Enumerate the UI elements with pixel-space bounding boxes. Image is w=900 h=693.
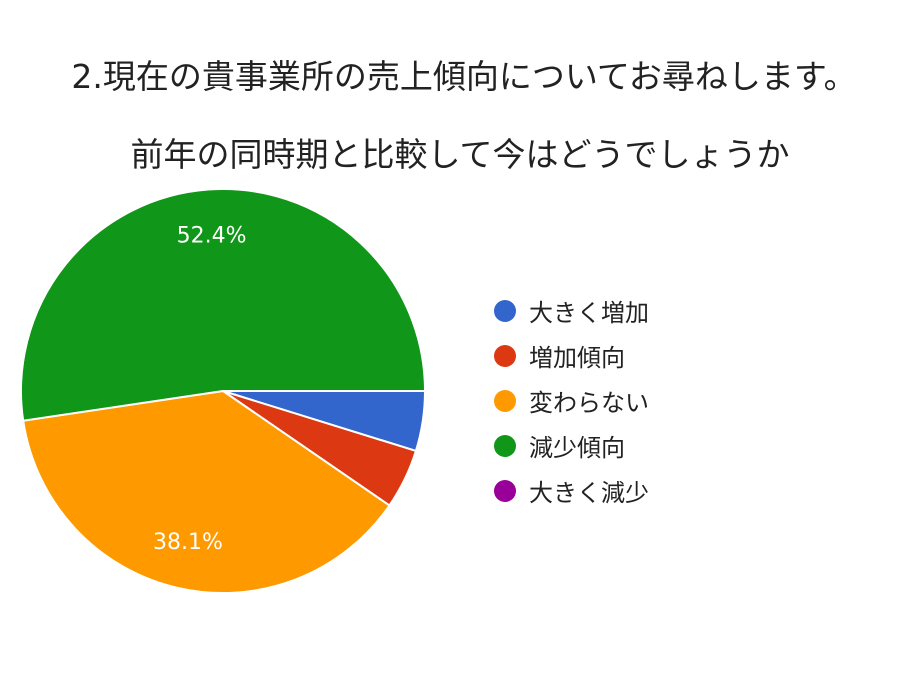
slice-data-label: 52.4% <box>177 223 247 248</box>
legend-item: 増加傾向 <box>494 333 649 378</box>
legend-label: 減少傾向 <box>529 434 625 462</box>
legend-swatch <box>494 344 516 367</box>
legend-label: 変わらない <box>529 389 649 417</box>
pie-slice <box>22 389 391 594</box>
chart-title-line2: 前年の同時期と比較して今はどうでしょうか <box>130 135 790 174</box>
legend-label: 増加傾向 <box>529 344 625 372</box>
legend-label: 大きく減少 <box>529 479 649 507</box>
legend-swatch <box>494 434 516 457</box>
chart-legend: 大きく増加 増加傾向 変わらない 減少傾向 大きく減少 <box>494 288 649 513</box>
legend-item: 減少傾向 <box>494 423 649 468</box>
legend-swatch <box>494 479 516 502</box>
pie-slice <box>20 188 427 422</box>
slice-data-label: 38.1% <box>153 530 223 555</box>
legend-swatch <box>494 389 516 412</box>
legend-item: 変わらない <box>494 378 649 423</box>
legend-label: 大きく増加 <box>529 299 649 327</box>
legend-item: 大きく減少 <box>494 468 649 513</box>
legend-swatch <box>494 299 516 322</box>
chart-title-line1: 2.現在の貴事業所の売上傾向についてお尋ねします。 <box>71 57 857 96</box>
legend-item: 大きく増加 <box>494 288 649 333</box>
